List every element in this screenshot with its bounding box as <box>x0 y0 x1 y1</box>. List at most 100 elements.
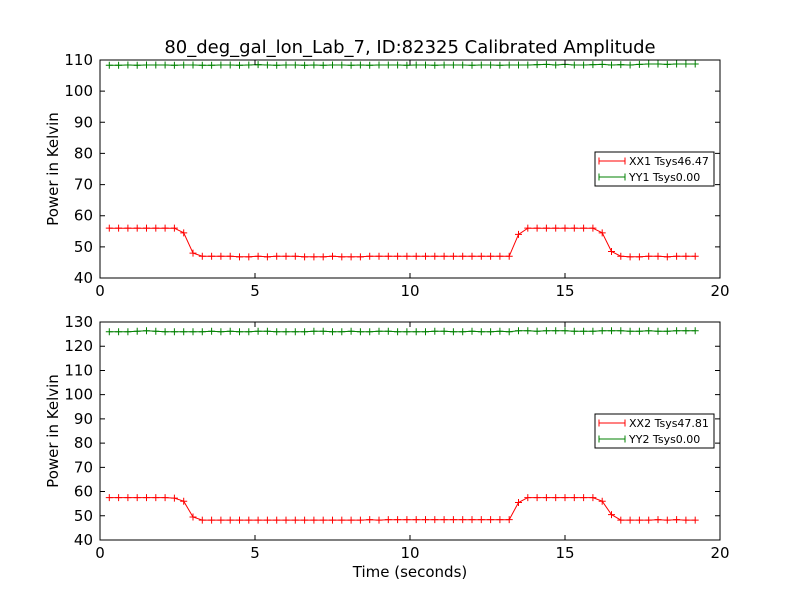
data-point <box>394 252 402 260</box>
data-point <box>236 253 243 261</box>
data-point <box>468 327 476 335</box>
data-point <box>542 494 550 502</box>
data-point <box>180 497 188 505</box>
data-point <box>449 328 457 336</box>
data-point <box>245 328 253 336</box>
data-point <box>189 249 197 257</box>
data-point <box>319 516 327 524</box>
x-tick-label: 15 <box>555 282 574 300</box>
series-line <box>109 497 696 521</box>
data-point <box>198 252 206 260</box>
data-point <box>310 61 318 69</box>
data-point <box>394 516 402 524</box>
data-point <box>422 252 429 260</box>
data-point <box>105 224 113 232</box>
legend-entry: YY2 Tsys0.00 <box>598 433 700 446</box>
data-point <box>375 516 383 524</box>
x-axis-label: Time (seconds) <box>352 563 468 581</box>
data-point <box>552 494 560 502</box>
data-point <box>468 61 476 69</box>
data-point <box>143 494 150 502</box>
data-point <box>552 61 560 69</box>
data-point <box>412 61 420 69</box>
data-point <box>198 516 206 524</box>
data-point <box>291 328 299 336</box>
data-point <box>673 252 681 260</box>
y-tick-label: 70 <box>74 458 93 476</box>
legend: XX2 Tsys47.81 YY2 Tsys0.00 <box>594 413 715 449</box>
data-point <box>422 61 429 69</box>
data-point <box>515 61 522 69</box>
data-point <box>236 61 243 69</box>
data-point <box>477 516 485 524</box>
legend-marker <box>598 157 626 165</box>
data-point <box>645 252 653 260</box>
data-point <box>347 327 355 335</box>
data-point <box>245 61 253 69</box>
data-point <box>124 328 132 336</box>
data-point <box>170 494 178 502</box>
legend-label: YY2 Tsys0.00 <box>628 433 700 446</box>
data-point <box>189 328 197 336</box>
data-point <box>375 61 383 69</box>
data-point <box>226 327 234 335</box>
data-point <box>663 60 671 68</box>
data-point <box>663 327 671 335</box>
data-point <box>673 60 681 68</box>
data-point <box>403 328 411 336</box>
data-point <box>263 327 271 335</box>
data-point <box>356 253 364 261</box>
y-tick-label: 100 <box>64 386 93 404</box>
data-point <box>626 327 634 335</box>
y-tick-label: 80 <box>74 144 93 162</box>
y-tick-label: 100 <box>64 82 93 100</box>
data-point <box>208 516 216 524</box>
data-point <box>263 516 271 524</box>
data-point <box>477 252 485 260</box>
data-point <box>459 252 467 260</box>
data-point <box>654 60 662 68</box>
data-point <box>291 61 299 69</box>
data-point <box>170 61 178 69</box>
data-point <box>496 61 504 69</box>
data-point <box>366 516 374 524</box>
data-point <box>487 516 495 524</box>
data-point <box>505 61 513 69</box>
data-point <box>589 494 597 502</box>
data-point <box>161 328 169 336</box>
data-point <box>477 61 485 69</box>
data-point <box>459 328 467 336</box>
data-point <box>338 328 346 336</box>
data-point <box>626 61 634 69</box>
data-point <box>449 516 457 524</box>
data-point <box>561 327 569 335</box>
data-point <box>422 328 429 336</box>
data-point <box>691 516 699 524</box>
data-point <box>487 252 495 260</box>
x-tick-label: 20 <box>710 544 729 562</box>
data-point <box>570 61 578 69</box>
data-point <box>152 61 160 69</box>
data-point <box>440 516 448 524</box>
data-point <box>552 224 560 232</box>
y-tick-label: 110 <box>64 51 93 69</box>
legend-marker <box>598 435 626 443</box>
legend-marker <box>598 173 626 181</box>
data-point <box>515 498 522 506</box>
data-point <box>440 327 448 335</box>
data-point <box>431 252 439 260</box>
data-point <box>133 224 141 232</box>
data-point <box>338 61 346 69</box>
x-tick-label: 5 <box>250 282 260 300</box>
data-point <box>254 327 262 335</box>
data-point <box>524 61 532 69</box>
x-tick-label: 0 <box>95 544 105 562</box>
data-point <box>477 328 485 336</box>
data-point <box>580 224 588 232</box>
data-point <box>524 327 532 335</box>
data-point <box>635 60 643 68</box>
data-point <box>115 328 123 336</box>
legend-label: XX1 Tsys46.47 <box>629 155 709 168</box>
data-point <box>301 61 309 69</box>
